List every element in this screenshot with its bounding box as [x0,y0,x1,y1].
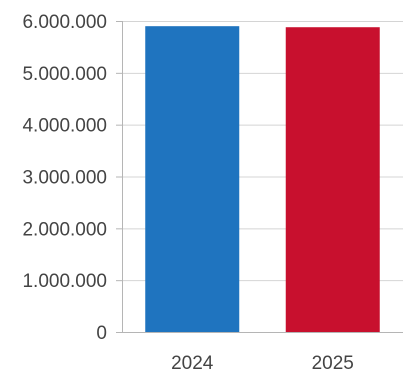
y-tick-label: 6.000.000 [22,12,107,33]
bars [145,26,380,333]
y-axis-tick-labels: 0 1.000.000 2.000.000 3.000.000 4.000.000 5.0… [22,12,107,344]
bar-2025 [285,27,380,332]
y-tick-label: 4.000.000 [22,116,107,137]
x-tick-label: 2024 [171,353,214,374]
y-tick-label: 1.000.000 [22,271,107,292]
axes [122,21,403,333]
y-tick-label: 2.000.000 [22,219,107,240]
x-axis-tick-labels: 2024 2025 [171,353,354,374]
y-tick-label: 5.000.000 [22,64,107,85]
y-tick-label: 0 [96,323,107,344]
y-tick-label: 3.000.000 [22,168,107,189]
bar-2024 [145,26,240,333]
x-tick-label: 2025 [312,353,354,374]
